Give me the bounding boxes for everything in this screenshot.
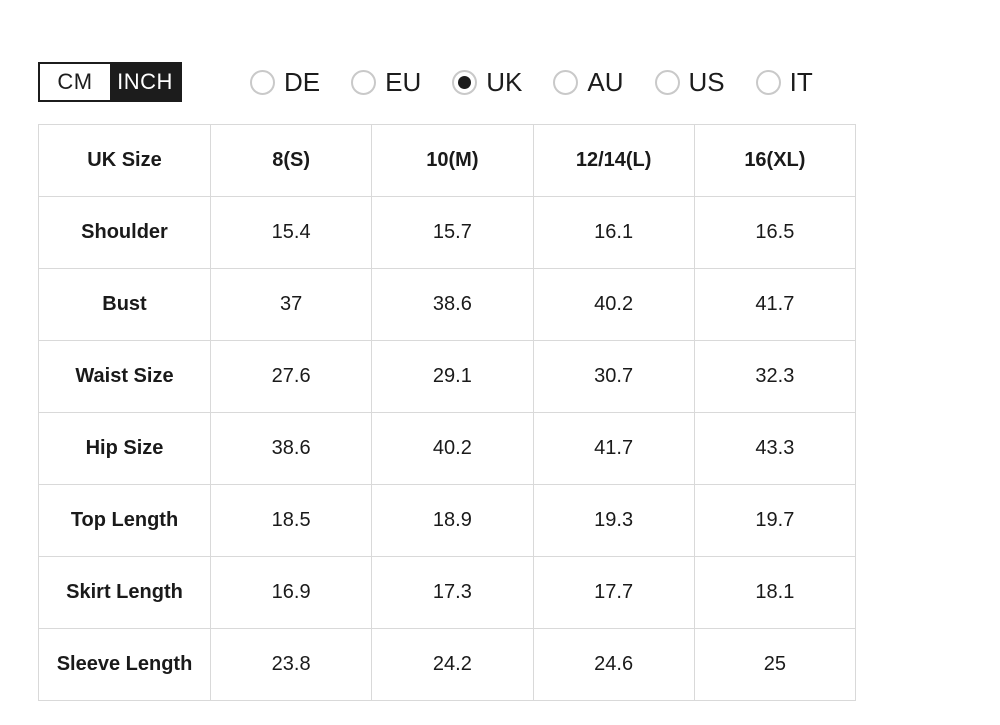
size-table-header-cell: 8(S)	[209, 124, 373, 197]
size-value-cell: 15.4	[209, 196, 373, 269]
size-table-header-cell: 16(XL)	[693, 124, 857, 197]
size-row-label: Shoulder	[38, 196, 211, 269]
size-table-header-cell: 12/14(L)	[532, 124, 695, 197]
table-row: Bust 37 38.6 40.2 41.7	[38, 268, 857, 341]
size-value-cell: 19.3	[532, 484, 695, 557]
size-chart-table: UK Size 8(S) 10(M) 12/14(L) 16(XL) Shoulder 1…	[38, 124, 857, 701]
region-radio-au[interactable]: AU	[553, 66, 624, 98]
region-radio-label: DE	[284, 66, 321, 97]
size-value-cell: 15.7	[371, 196, 534, 269]
region-radio-label: UK	[486, 66, 523, 97]
size-table-header-cell: UK Size	[38, 124, 211, 197]
size-value-cell: 32.3	[693, 340, 857, 413]
region-radio-de[interactable]: DE	[250, 67, 320, 98]
radio-unselected-icon[interactable]	[755, 69, 781, 95]
radio-unselected-icon[interactable]	[351, 69, 377, 95]
table-row: Shoulder 15.4 15.7 16.1 16.5	[38, 196, 857, 269]
size-value-cell: 17.7	[532, 556, 695, 629]
table-row: Hip Size 38.6 40.2 41.7 43.3	[38, 412, 857, 485]
size-value-cell: 38.6	[209, 412, 373, 485]
size-value-cell: 16.1	[532, 196, 695, 269]
region-radio-label: AU	[587, 66, 624, 97]
size-value-cell: 41.7	[532, 412, 695, 485]
size-row-label: Bust	[38, 268, 211, 341]
region-radio-label: US	[688, 66, 725, 97]
size-value-cell: 16.9	[209, 556, 373, 629]
unit-inch-button[interactable]: INCH	[110, 64, 180, 100]
radio-selected-icon[interactable]	[452, 69, 478, 95]
size-row-label: Hip Size	[38, 412, 211, 485]
size-row-label: Sleeve Length	[38, 628, 211, 701]
size-value-cell: 27.6	[209, 340, 373, 413]
table-row: Sleeve Length 23.8 24.2 24.6 25	[38, 628, 857, 701]
unit-cm-button[interactable]: CM	[40, 64, 110, 100]
region-radio-eu[interactable]: EU	[351, 67, 421, 98]
size-value-cell: 18.1	[693, 556, 857, 629]
radio-unselected-icon[interactable]	[553, 69, 579, 95]
unit-toggle: CM INCH	[38, 62, 182, 102]
size-value-cell: 18.9	[371, 484, 534, 557]
size-value-cell: 16.5	[693, 196, 857, 269]
region-radio-label: EU	[385, 66, 422, 97]
size-value-cell: 40.2	[371, 412, 534, 485]
region-radio-uk[interactable]: UK	[452, 67, 522, 98]
size-table-header-cell: 10(M)	[371, 124, 534, 197]
size-value-cell: 41.7	[693, 268, 857, 341]
radio-dot	[458, 75, 472, 89]
size-row-label: Top Length	[38, 484, 211, 557]
size-value-cell: 29.1	[371, 340, 534, 413]
size-row-label: Skirt Length	[38, 556, 211, 629]
region-radio-us[interactable]: US	[654, 66, 725, 98]
size-value-cell: 24.2	[371, 628, 534, 701]
size-value-cell: 19.7	[693, 484, 857, 557]
table-row: Skirt Length 16.9 17.3 17.7 18.1	[38, 556, 857, 629]
size-value-cell: 37	[209, 268, 373, 341]
region-radio-group: DE EU UK AU US IT	[250, 62, 813, 102]
size-value-cell: 25	[693, 628, 857, 701]
size-value-cell: 38.6	[371, 268, 534, 341]
region-radio-label: IT	[789, 66, 813, 97]
radio-unselected-icon[interactable]	[250, 69, 275, 95]
radio-unselected-icon[interactable]	[654, 69, 680, 95]
size-row-label: Waist Size	[38, 340, 211, 413]
size-value-cell: 43.3	[693, 412, 857, 485]
table-row: Waist Size 27.6 29.1 30.7 32.3	[38, 340, 857, 413]
size-value-cell: 30.7	[532, 340, 695, 413]
size-value-cell: 24.6	[532, 628, 695, 701]
size-value-cell: 18.5	[209, 484, 373, 557]
table-row: Top Length 18.5 18.9 19.3 19.7	[38, 484, 857, 557]
size-table-header-row: UK Size 8(S) 10(M) 12/14(L) 16(XL)	[38, 124, 857, 197]
region-radio-it[interactable]: IT	[755, 66, 813, 98]
size-value-cell: 40.2	[532, 268, 695, 341]
size-value-cell: 17.3	[371, 556, 534, 629]
size-value-cell: 23.8	[209, 628, 373, 701]
